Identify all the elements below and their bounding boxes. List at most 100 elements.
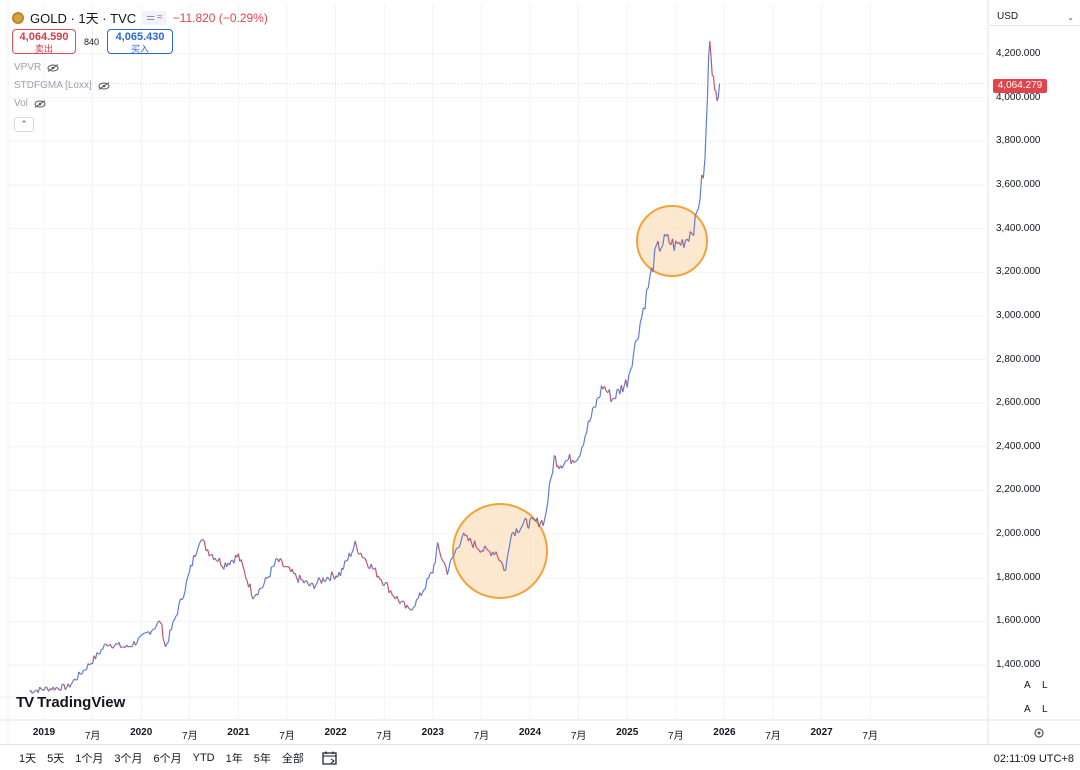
indicator-vpvr[interactable]: VPVR (14, 62, 59, 73)
price-segment (324, 580, 327, 583)
price-segment (608, 389, 612, 403)
price-segment (37, 686, 41, 693)
price-segment (120, 646, 123, 649)
price-segment (626, 375, 630, 388)
log-scale-button-2[interactable]: L (1042, 704, 1048, 715)
price-segment (96, 652, 99, 655)
eye-hidden-icon[interactable] (47, 63, 59, 72)
price-segment (449, 558, 453, 562)
price-segment (118, 642, 122, 648)
price-segment (442, 560, 445, 564)
price-segment (515, 528, 519, 534)
auto-scale-button-2[interactable]: A (1024, 704, 1031, 715)
chevron-down-icon: ⌄ (1067, 13, 1074, 22)
price-segment (112, 645, 116, 649)
price-segment (40, 688, 43, 691)
price-segment (299, 574, 302, 580)
gear-icon[interactable] (1033, 727, 1045, 739)
price-segment (92, 655, 95, 664)
price-segment (463, 532, 466, 537)
price-segment (543, 511, 547, 520)
symbol-title[interactable]: GOLD · 1天 · TVC (30, 11, 137, 26)
price-segment (102, 644, 105, 650)
price-segment (360, 552, 363, 558)
price-tick-label: 2,000.000 (996, 528, 1041, 540)
price-segment (629, 366, 633, 371)
price-segment (281, 560, 284, 567)
auto-scale-button[interactable]: A (1024, 680, 1031, 691)
range-1m-button[interactable]: 1个月 (75, 752, 104, 765)
sell-button[interactable]: 4,064.590 卖出 (12, 29, 76, 54)
price-segment (659, 248, 662, 252)
range-ytd-button[interactable]: YTD (192, 751, 215, 764)
price-segment (523, 518, 526, 523)
clock-readout[interactable]: 02:11:09 UTC+8 (993, 753, 1074, 765)
price-chart[interactable] (0, 0, 1080, 745)
range-5d-button[interactable]: 5天 (47, 752, 65, 765)
indicator-vol[interactable]: Vol (14, 98, 46, 109)
price-segment (536, 517, 540, 528)
eye-hidden-icon[interactable] (34, 99, 46, 108)
price-segment (706, 57, 710, 100)
price-segment (446, 568, 450, 575)
price-segment (433, 562, 436, 565)
quote-row: 4,064.590 卖出 840 4,065.430 买入 (12, 29, 174, 54)
indicator-label: Vol (14, 98, 28, 109)
price-segment (316, 577, 320, 584)
price-segment (155, 622, 159, 627)
buy-button[interactable]: 4,065.430 买入 (107, 29, 174, 54)
price-segment (699, 174, 703, 199)
price-segment (347, 552, 350, 561)
price-segment (81, 669, 85, 675)
symbol-header[interactable]: GOLD · 1天 · TVC ⚌ ≈ −11.820 (−0.29%) (12, 8, 268, 27)
price-segment (403, 601, 407, 609)
range-6m-button[interactable]: 6个月 (153, 752, 182, 765)
range-1y-button[interactable]: 1年 (225, 752, 243, 765)
price-segment (589, 416, 592, 422)
range-3m-button[interactable]: 3个月 (114, 752, 143, 765)
calendar-goto-icon[interactable] (322, 751, 338, 765)
tradingview-watermark[interactable]: TV TradingView (16, 694, 125, 711)
watermark-text: TradingView (37, 694, 126, 711)
time-tick-label: 7月 (473, 731, 490, 742)
price-segment (151, 628, 154, 632)
price-segment (573, 460, 577, 464)
price-segment (509, 532, 513, 540)
price-segment (495, 551, 499, 557)
price-segment (196, 547, 199, 554)
range-1d-button[interactable]: 1天 (19, 752, 37, 765)
price-segment (350, 552, 353, 557)
collapse-indicators-button[interactable]: ⌃ (14, 117, 34, 132)
price-segment (69, 683, 72, 688)
range-all-button[interactable]: 全部 (281, 752, 304, 765)
price-segment (715, 90, 718, 102)
price-segment (265, 576, 268, 579)
indicator-stdfgma[interactable]: STDFGMA [Loxx] (14, 80, 110, 91)
price-segment (610, 398, 614, 403)
time-tick-label: 2024 (518, 727, 542, 738)
price-segment (78, 671, 81, 675)
market-status-pill[interactable]: ⚌ ≈ (142, 10, 167, 25)
price-segment (109, 643, 113, 648)
price-segment (57, 687, 60, 691)
price-segment (416, 598, 419, 600)
price-segment (334, 575, 337, 580)
price-segment (263, 577, 267, 584)
log-scale-button[interactable]: L (1042, 680, 1048, 691)
price-segment (683, 240, 687, 248)
price-segment (553, 455, 556, 458)
price-segment (207, 549, 210, 557)
currency-selector[interactable]: USD ⌄ (990, 8, 1080, 26)
price-segment (636, 337, 640, 341)
price-tick-label: 4,200.000 (996, 48, 1041, 59)
eye-hidden-icon[interactable] (98, 81, 110, 90)
price-segment (507, 547, 510, 553)
price-segment (660, 244, 664, 249)
price-segment (712, 74, 714, 77)
price-segment (704, 127, 707, 159)
price-segment (386, 583, 390, 594)
price-segment (552, 455, 555, 473)
price-segment (514, 528, 517, 537)
range-5y-button[interactable]: 5年 (253, 752, 271, 765)
